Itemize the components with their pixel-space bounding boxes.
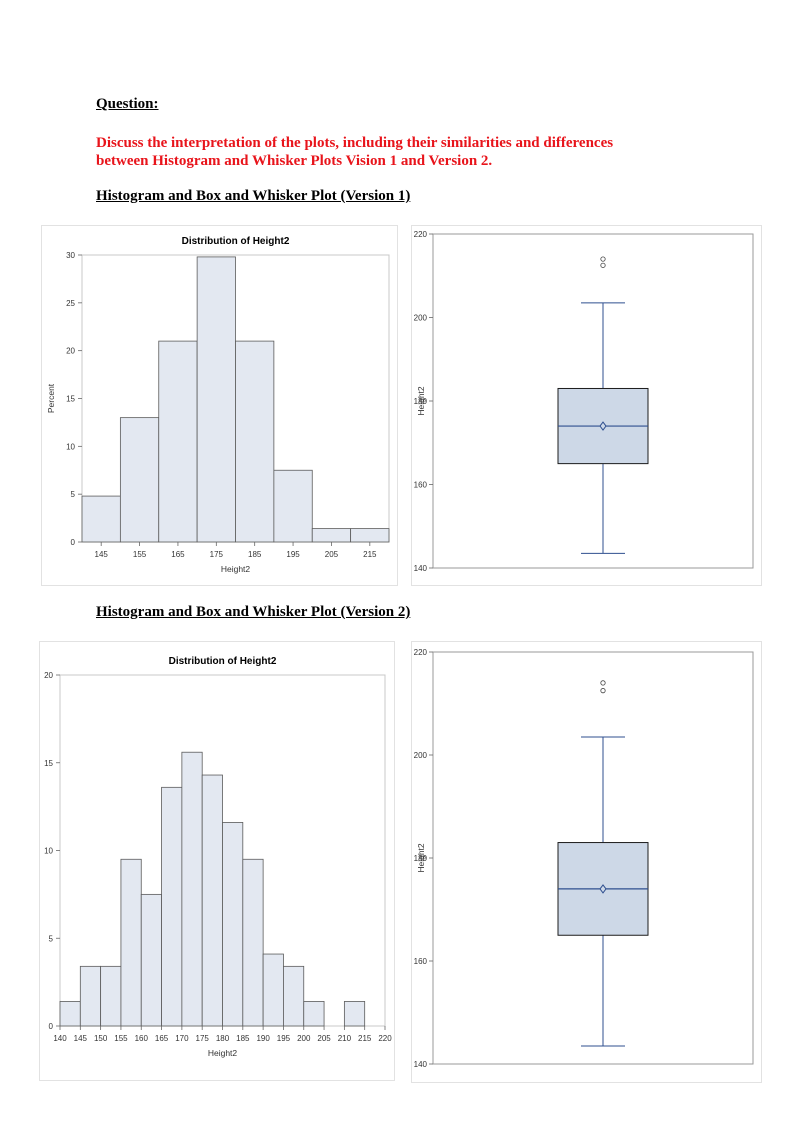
mean-marker [599, 421, 607, 431]
x-tick-label: 215 [363, 550, 377, 559]
x-tick-label: 220 [378, 1034, 392, 1043]
outlier-point [600, 262, 606, 268]
y-tick-label: 10 [44, 847, 53, 856]
histogram-bar [140, 893, 162, 1027]
boxplot-version-2-panel: 140 160 180 200 220 Height2 [411, 641, 762, 1083]
histogram-bar [242, 858, 264, 1027]
x-tick-label: 165 [171, 550, 185, 559]
x-tick-label: 175 [196, 1034, 210, 1043]
x-tick-label: 155 [133, 550, 147, 559]
x-tick-label: 145 [74, 1034, 88, 1043]
x-tick-label: 195 [277, 1034, 291, 1043]
histogram-version-1-panel: Distribution of Height2 0 5 10 15 20 25 30 145 15… [41, 225, 398, 586]
y-tick-label: 25 [66, 299, 75, 308]
x-tick-label: 195 [286, 550, 300, 559]
histogram-bar [235, 340, 275, 543]
y-tick-label: 160 [414, 957, 428, 966]
histogram-bar [161, 786, 183, 1027]
boxplot-version-2: 140 160 180 200 220 Height2 [414, 648, 754, 1069]
question-label: Question: [96, 96, 159, 112]
x-tick-label: 180 [216, 1034, 230, 1043]
histogram-bar [262, 953, 284, 1027]
x-tick-label: 175 [210, 550, 224, 559]
histogram-bar [158, 340, 198, 543]
histogram-bar [303, 1001, 325, 1027]
x-tick-label: 160 [135, 1034, 149, 1043]
histogram-version-2-panel: Distribution of Height2 0 5 10 15 20 140 145 150… [39, 641, 395, 1081]
question-text: Discuss the interpretation of the plots,… [96, 134, 716, 170]
x-tick-label: 190 [256, 1034, 270, 1043]
y-tick-label: 140 [414, 1060, 428, 1069]
heading-version-2: Histogram and Box and Whisker Plot (Vers… [96, 604, 411, 620]
y-tick-label: 15 [66, 395, 75, 404]
histogram-bar [343, 1001, 366, 1027]
outlier-point [600, 680, 606, 686]
y-axis-label: Height2 [416, 386, 426, 416]
y-axis-label: Percent [46, 383, 56, 413]
x-tick-label: 185 [236, 1034, 250, 1043]
y-tick-label: 0 [49, 1022, 54, 1031]
x-tick-label: 155 [114, 1034, 128, 1043]
y-axis-label: Height2 [416, 843, 426, 873]
y-tick-label: 0 [71, 538, 76, 547]
histogram-bar [120, 858, 142, 1027]
histogram-bar [283, 965, 305, 1027]
histogram-bar [181, 751, 203, 1027]
x-tick-label: 200 [297, 1034, 311, 1043]
y-tick-label: 180 [414, 397, 428, 406]
x-tick-label: 145 [95, 550, 109, 559]
x-tick-label: 165 [155, 1034, 169, 1043]
x-axis-label: Height2 [221, 564, 251, 574]
question-text-line-2: between Histogram and Whisker Plots Visi… [96, 153, 493, 169]
y-tick-label: 15 [44, 759, 53, 768]
histogram-bar [196, 256, 236, 543]
histogram-bar [311, 528, 352, 543]
x-tick-label: 185 [248, 550, 262, 559]
histogram-bar [350, 528, 390, 543]
boxplot-version-1: 140 160 180 200 220 Height2 [414, 230, 754, 573]
x-tick-label: 140 [53, 1034, 67, 1043]
histogram-bar [119, 417, 160, 543]
outlier-point [600, 688, 606, 694]
histogram-bar [100, 965, 122, 1027]
histogram-bar [79, 965, 102, 1027]
histogram-bar [201, 774, 223, 1027]
x-tick-label: 170 [175, 1034, 189, 1043]
boxplot-version-1-panel: 140 160 180 200 220 Height2 [411, 225, 762, 586]
chart-title: Distribution of Height2 [182, 236, 290, 247]
y-tick-label: 5 [49, 934, 54, 943]
chart-title: Distribution of Height2 [169, 656, 277, 667]
x-tick-label: 210 [338, 1034, 352, 1043]
x-tick-label: 150 [94, 1034, 108, 1043]
histogram-version-1: Distribution of Height2 0 5 10 15 20 25 30 145 15… [46, 236, 390, 574]
y-tick-label: 180 [414, 854, 428, 863]
histogram-bar [59, 1001, 81, 1027]
histogram-bar [81, 495, 121, 543]
x-tick-label: 215 [358, 1034, 372, 1043]
y-tick-label: 20 [66, 347, 75, 356]
heading-version-1: Histogram and Box and Whisker Plot (Vers… [96, 188, 411, 204]
x-axis-label: Height2 [208, 1048, 238, 1058]
y-tick-label: 220 [414, 230, 428, 239]
histogram-bar [273, 469, 313, 543]
mean-marker [599, 884, 607, 894]
x-tick-label: 205 [317, 1034, 331, 1043]
y-tick-label: 140 [414, 564, 428, 573]
y-tick-label: 200 [414, 751, 428, 760]
y-tick-label: 200 [414, 314, 428, 323]
x-tick-label: 205 [325, 550, 339, 559]
histogram-bar [222, 822, 244, 1027]
y-tick-label: 20 [44, 671, 53, 680]
y-tick-label: 220 [414, 648, 428, 657]
histogram-version-2: Distribution of Height2 0 5 10 15 20 140 145 150… [44, 656, 392, 1058]
outlier-point [600, 256, 606, 262]
y-tick-label: 30 [66, 251, 75, 260]
y-tick-label: 5 [71, 490, 76, 499]
y-tick-label: 10 [66, 442, 75, 451]
question-text-line-1: Discuss the interpretation of the plots,… [96, 135, 614, 151]
y-tick-label: 160 [414, 481, 428, 490]
